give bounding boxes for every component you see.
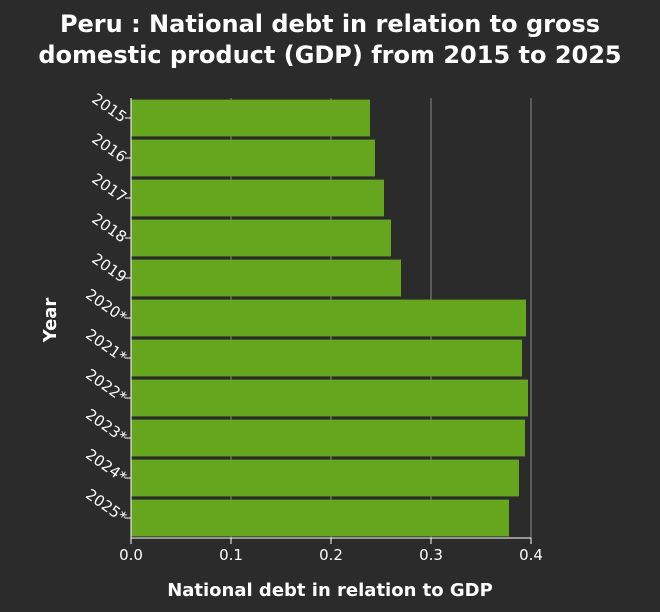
bar-2022* (131, 379, 528, 417)
y-tick-label-2021*: 2021* (82, 325, 130, 366)
y-tick-label-2022*: 2022* (82, 365, 130, 406)
x-tick-label-0.1: 0.1 (219, 546, 243, 564)
x-axis-label: National debt in relation to GDP (167, 580, 493, 601)
bar-2018 (131, 219, 391, 257)
y-tick-label-2017: 2017 (88, 170, 130, 207)
y-axis-label: Year (40, 298, 61, 344)
bar-2025* (131, 499, 509, 537)
bar-2015 (131, 99, 370, 137)
y-tick-label-2019: 2019 (88, 250, 130, 287)
bar-2017 (131, 179, 384, 217)
bars (131, 99, 528, 537)
chart-title-line-2: domestic product (GDP) from 2015 to 2025 (38, 41, 621, 69)
chart-title-line-1: Peru : National debt in relation to gros… (60, 10, 600, 38)
y-tick-label-2024*: 2024* (82, 445, 130, 486)
bar-2021* (131, 339, 522, 377)
x-tick-label-0.2: 0.2 (319, 546, 343, 564)
bar-2024* (131, 459, 519, 497)
y-tick-label-2015: 2015 (88, 90, 130, 127)
bar-2016 (131, 139, 375, 177)
x-tick-label-0.3: 0.3 (419, 546, 443, 564)
x-tick-label-0.4: 0.4 (519, 546, 543, 564)
y-tick-label-2023*: 2023* (82, 405, 130, 446)
y-tick-label-2025*: 2025* (82, 485, 130, 526)
x-tick-label-0.0: 0.0 (119, 546, 143, 564)
bar-2019 (131, 259, 401, 297)
bar-2020* (131, 299, 526, 337)
y-tick-label-2016: 2016 (88, 130, 130, 167)
y-tick-label-2020*: 2020* (82, 285, 130, 326)
bar-2023* (131, 419, 525, 457)
y-tick-label-2018: 2018 (88, 210, 130, 247)
